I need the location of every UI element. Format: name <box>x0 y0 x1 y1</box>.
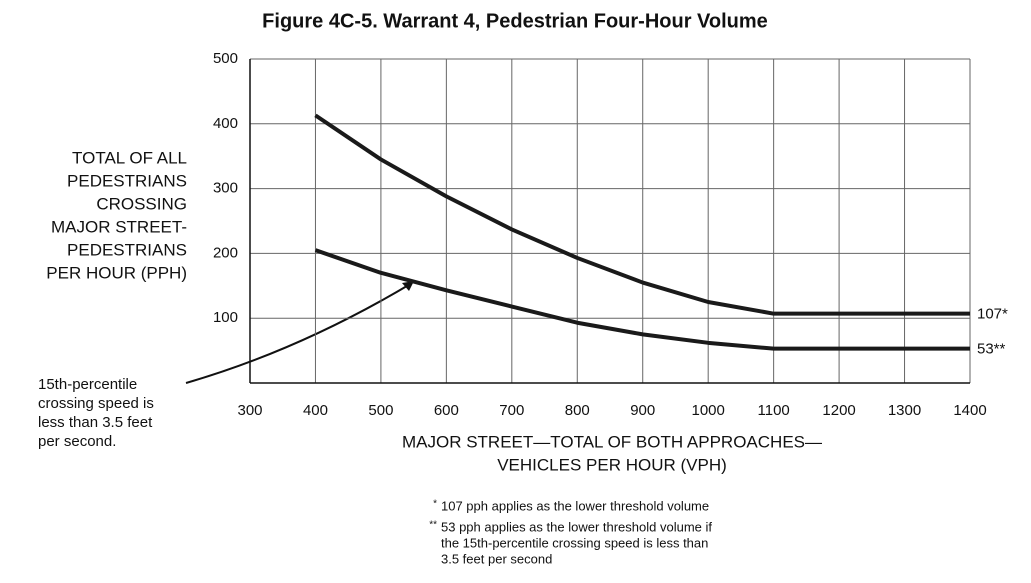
y-tick-label: 300 <box>213 180 238 197</box>
x-tick-label: 500 <box>368 402 393 419</box>
curve <box>314 113 970 316</box>
footnote-marker: * <box>433 499 437 510</box>
x-tick-label: 1000 <box>691 402 724 419</box>
x-tick-label: 900 <box>630 402 655 419</box>
value-label: 53** <box>977 341 1006 358</box>
curve <box>314 248 970 351</box>
y-tick-label: 200 <box>213 244 238 261</box>
y-axis-label: CROSSING <box>96 194 187 213</box>
y-tick-label: 500 <box>213 50 238 67</box>
footnote-marker: ** <box>429 520 437 531</box>
x-tick-label: 700 <box>499 402 524 419</box>
annotation: 15th-percentile <box>38 376 137 393</box>
value-label: 107* <box>977 306 1008 323</box>
y-tick-label: 100 <box>213 309 238 326</box>
x-axis-label: VEHICLES PER HOUR (VPH) <box>497 455 727 474</box>
annotation: per second. <box>38 433 116 450</box>
y-axis-label: TOTAL OF ALL <box>72 148 187 167</box>
x-tick-label: 600 <box>434 402 459 419</box>
x-tick-label: 1400 <box>953 402 986 419</box>
x-tick-label: 1100 <box>758 402 790 419</box>
x-tick-label: 400 <box>303 402 328 419</box>
x-axis-label: MAJOR STREET—TOTAL OF BOTH APPROACHES— <box>402 432 822 451</box>
y-axis-label: PEDESTRIANS <box>67 171 187 190</box>
x-tick-label: 1300 <box>888 402 921 419</box>
y-axis-label: PER HOUR (PPH) <box>46 263 187 282</box>
x-tick-label: 1200 <box>822 402 855 419</box>
y-axis-label: MAJOR STREET- <box>51 217 187 236</box>
annotation: crossing speed is <box>38 395 154 412</box>
footnote: 3.5 feet per second <box>441 551 552 566</box>
annotation: less than 3.5 feet <box>38 414 153 431</box>
arrow-head <box>402 281 414 291</box>
footnote: the 15th-percentile crossing speed is le… <box>441 535 708 550</box>
x-tick-label: 800 <box>565 402 590 419</box>
footnote: 53 pph applies as the lower threshold vo… <box>441 519 712 534</box>
annotation-arrow <box>185 282 413 384</box>
y-axis-label: PEDESTRIANS <box>67 240 187 259</box>
footnote: 107 pph applies as the lower threshold v… <box>441 498 709 513</box>
chart-title: Figure 4C-5. Warrant 4, Pedestrian Four-… <box>262 10 768 32</box>
x-tick-label: 300 <box>237 402 262 419</box>
y-tick-label: 400 <box>213 115 238 132</box>
